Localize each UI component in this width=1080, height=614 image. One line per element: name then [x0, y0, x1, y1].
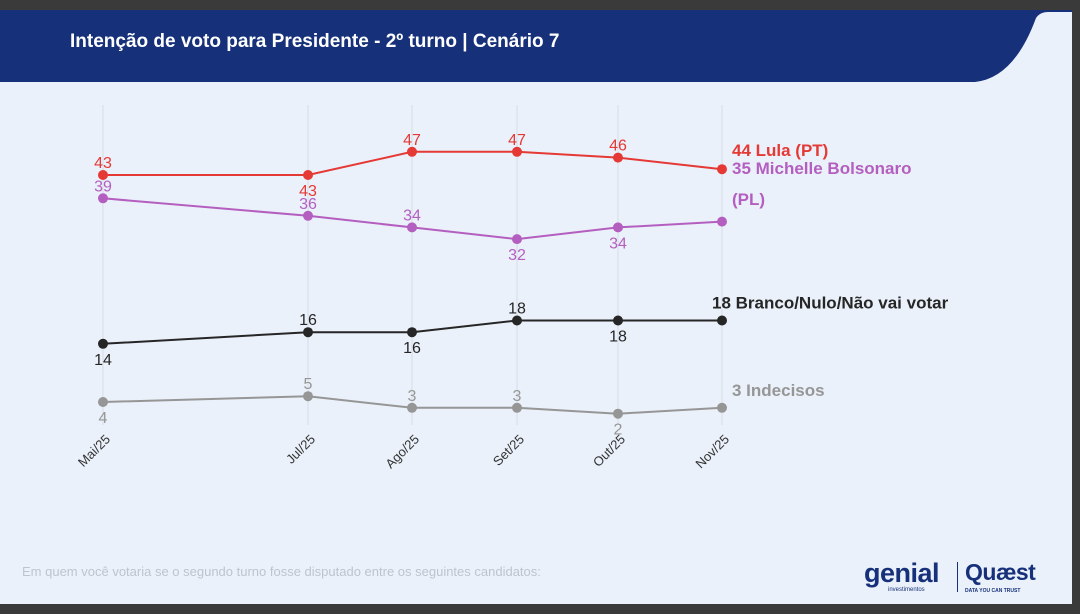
data-point [613, 315, 623, 326]
series-label: 3 Indecisos [732, 381, 825, 400]
data-label: 36 [299, 196, 317, 213]
data-point [303, 210, 313, 221]
x-tick-label: Nov/25 [692, 432, 732, 472]
x-tick-label: Set/25 [490, 432, 527, 469]
series-label: 35 Michelle Bolsonaro [732, 159, 912, 178]
title-banner-shape [0, 10, 1072, 82]
data-point [613, 222, 623, 233]
data-point [717, 216, 727, 227]
data-point [512, 146, 522, 157]
data-point [613, 408, 623, 419]
data-label: 16 [403, 340, 421, 357]
footnote: Em quem você votaria se o segundo turno … [22, 564, 541, 579]
data-point [512, 402, 522, 413]
data-point [407, 146, 417, 157]
x-tick-label: Ago/25 [382, 432, 422, 472]
data-label: 14 [94, 352, 112, 369]
data-label: 34 [609, 235, 627, 252]
series-label: 44 Lula (PT) [732, 141, 828, 160]
data-point [303, 170, 313, 180]
quaest-logo-subtitle: DATA YOU CAN TRUST [965, 588, 1021, 594]
data-label: 43 [94, 155, 112, 172]
series-line-3 [102, 395, 723, 415]
data-label: 34 [403, 207, 421, 224]
series-line-1 [102, 197, 723, 241]
data-label: 39 [94, 178, 112, 195]
title-banner: Intenção de voto para Presidente - 2º tu… [0, 10, 1072, 82]
data-label: 16 [299, 312, 317, 329]
genial-logo-subtitle: investimentos [888, 587, 925, 593]
data-label: 32 [508, 247, 526, 264]
data-point [407, 402, 417, 413]
genial-logo: genial [864, 558, 940, 588]
logo-separator [957, 562, 958, 592]
data-label: 2 [614, 422, 623, 439]
x-tick-label: Jul/25 [283, 432, 318, 467]
data-label: 47 [508, 132, 526, 149]
data-label: 3 [513, 388, 522, 405]
data-point [98, 397, 108, 407]
series-label: 18 Branco/Nulo/Não vai votar [712, 294, 949, 313]
data-point [98, 338, 108, 349]
data-point [717, 164, 727, 175]
data-label: 5 [304, 376, 313, 393]
chart-panel: Intenção de voto para Presidente - 2º tu… [0, 10, 1072, 604]
chart-title: Intenção de voto para Presidente - 2º tu… [70, 31, 560, 52]
data-label: 18 [508, 301, 526, 318]
data-point [407, 327, 417, 338]
data-point [98, 170, 108, 180]
series-label: (PL) [732, 190, 765, 209]
data-point [407, 222, 417, 233]
line-chart: Mai/25 Jul/25 Ago/25 Set/25 Out/25 Nov/254343… [75, 105, 949, 472]
data-label: 18 [609, 329, 627, 346]
data-point [512, 315, 522, 326]
data-label: 3 [408, 388, 417, 405]
data-point [613, 152, 623, 163]
x-tick-label: Mai/25 [75, 432, 113, 470]
series-line-2 [102, 319, 722, 345]
data-point [98, 193, 108, 204]
data-point [717, 402, 727, 413]
series-line-0 [103, 150, 723, 176]
data-point [303, 391, 313, 402]
data-label: 4 [99, 410, 108, 427]
data-label: 43 [299, 183, 317, 200]
data-point [303, 327, 313, 338]
data-label: 47 [403, 132, 421, 149]
quaest-logo: Quæst [965, 559, 1036, 585]
data-point [717, 315, 727, 326]
data-point [512, 234, 522, 245]
data-label: 46 [609, 138, 627, 155]
